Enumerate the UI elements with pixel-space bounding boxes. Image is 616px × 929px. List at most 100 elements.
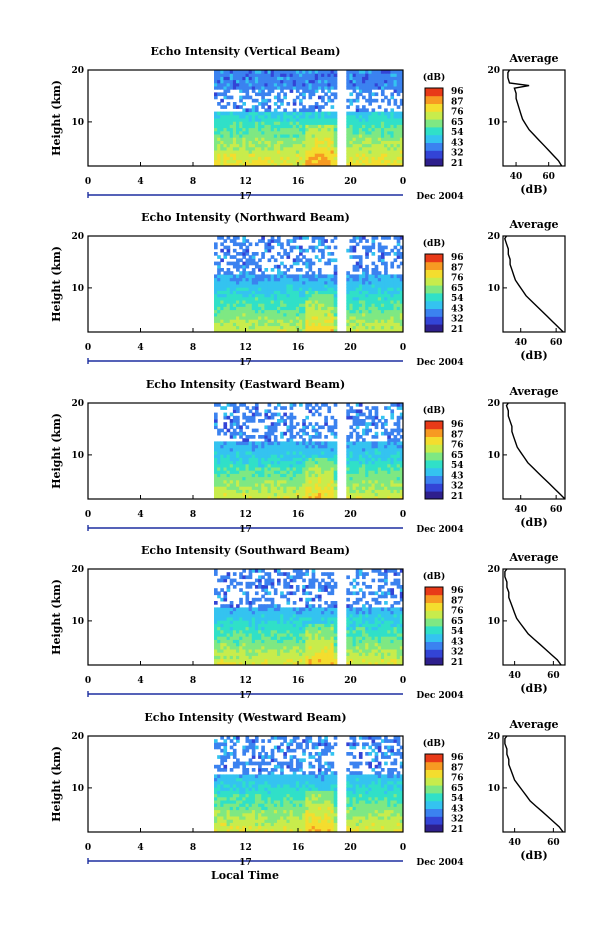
heatmap-cell (280, 322, 284, 327)
heatmap-cell (358, 470, 363, 474)
heatmap-cell (277, 610, 281, 615)
heatmap-cell (226, 268, 231, 272)
heatmap-cell (220, 258, 224, 263)
heatmap-cell (277, 140, 281, 145)
heatmap-cell (220, 82, 224, 87)
heatmap-cell (321, 111, 325, 116)
heatmap-cell (365, 248, 369, 253)
heatmap-cell (362, 73, 366, 77)
heatmap-cell (214, 118, 218, 122)
heatmap-cell (365, 486, 369, 490)
heatmap-cell (295, 309, 300, 314)
heatmap-cell (236, 454, 240, 458)
heatmap-cell (248, 134, 253, 138)
heatmap-cell (387, 406, 391, 410)
heatmap-cell (277, 153, 281, 157)
heatmap-cell (229, 239, 234, 243)
heatmap-cell (229, 322, 234, 327)
heatmap-cell (377, 463, 382, 468)
heatmap-cell (377, 303, 382, 307)
heatmap-cell (302, 610, 306, 615)
heatmap-cell (321, 300, 325, 304)
heatmap-cell (327, 460, 332, 465)
heatmap-cell (270, 639, 275, 644)
heatmap-cell (245, 610, 250, 615)
heatmap-cell (368, 245, 372, 250)
heatmap-cell (239, 636, 243, 640)
heatmap-cell (245, 258, 250, 263)
heatmap-cell (302, 476, 306, 481)
heatmap-cell (349, 153, 354, 157)
heatmap-cell (355, 460, 360, 465)
heatmap-cell (229, 127, 234, 132)
colorbar-swatch (425, 150, 443, 159)
heatmap-cell (245, 415, 250, 420)
heatmap-cell (305, 300, 309, 304)
heatmap-cell (349, 159, 354, 164)
heatmap-cell (390, 495, 395, 500)
heatmap-cell (217, 92, 221, 97)
x-tick-label: 0 (85, 510, 91, 520)
heatmap-cell (305, 658, 309, 663)
heatmap-cell (380, 92, 385, 97)
heatmap-cell (264, 585, 269, 589)
heatmap-cell (308, 489, 313, 494)
heatmap-cell (295, 325, 300, 330)
heatmap-cell (277, 613, 281, 618)
heatmap-cell (258, 607, 262, 612)
heatmap-cell (324, 306, 328, 311)
heatmap-cell (217, 312, 221, 317)
heatmap-cell (277, 492, 281, 497)
heatmap-cell (324, 293, 328, 298)
heatmap-cell (311, 245, 316, 250)
heatmap-cell (242, 290, 246, 295)
heatmap-cell (254, 652, 259, 656)
heatmap-cell (277, 655, 281, 660)
heatmap-cell (384, 447, 388, 452)
heatmap-cell (396, 489, 401, 494)
heatmap-cell (283, 137, 287, 141)
heatmap-cell (362, 492, 366, 497)
heatmap-cell (267, 300, 272, 304)
heatmap-cell (264, 479, 269, 484)
heatmap-cell (248, 645, 253, 650)
heatmap-cell (314, 495, 319, 500)
heatmap-cell (380, 463, 385, 468)
heatmap-cell (283, 306, 287, 311)
heatmap-cell (384, 328, 388, 333)
heatmap-cell (280, 463, 284, 468)
heatmap-cell (242, 483, 246, 487)
heatmap-cell (393, 156, 398, 161)
heatmap-cell (374, 325, 379, 330)
heatmap-cell (308, 245, 313, 250)
heatmap-cell (273, 264, 278, 269)
heatmap-cell (305, 121, 309, 125)
heatmap-cell (245, 658, 250, 663)
heatmap-cell (346, 303, 350, 307)
heatmap-cell (245, 419, 250, 423)
heatmap-cell (302, 127, 306, 132)
heatmap-cell (239, 274, 243, 279)
heatmap-cell (295, 134, 300, 138)
heatmap-cell (292, 460, 297, 465)
heatmap-cell (292, 245, 297, 250)
heatmap-cell (277, 328, 281, 333)
heatmap-cell (324, 470, 328, 474)
heatmap-cell (355, 422, 360, 426)
heatmap-cell (289, 306, 294, 311)
heatmap-cell (374, 322, 379, 327)
profile-title: Average (508, 52, 558, 65)
heatmap-cell (393, 438, 398, 442)
heatmap-cell (349, 280, 354, 285)
heatmap-cell (283, 70, 287, 74)
heatmap-cell (308, 300, 313, 304)
heatmap-cell (273, 79, 278, 84)
heatmap-cell (229, 156, 234, 161)
heatmap-cell (346, 86, 350, 90)
heatmap-cell (226, 444, 231, 449)
heatmap-cell (305, 271, 309, 275)
heatmap-cell (292, 280, 297, 285)
heatmap-cell (245, 316, 250, 320)
heatmap-cell (311, 124, 316, 129)
heatmap-cell (299, 306, 303, 311)
